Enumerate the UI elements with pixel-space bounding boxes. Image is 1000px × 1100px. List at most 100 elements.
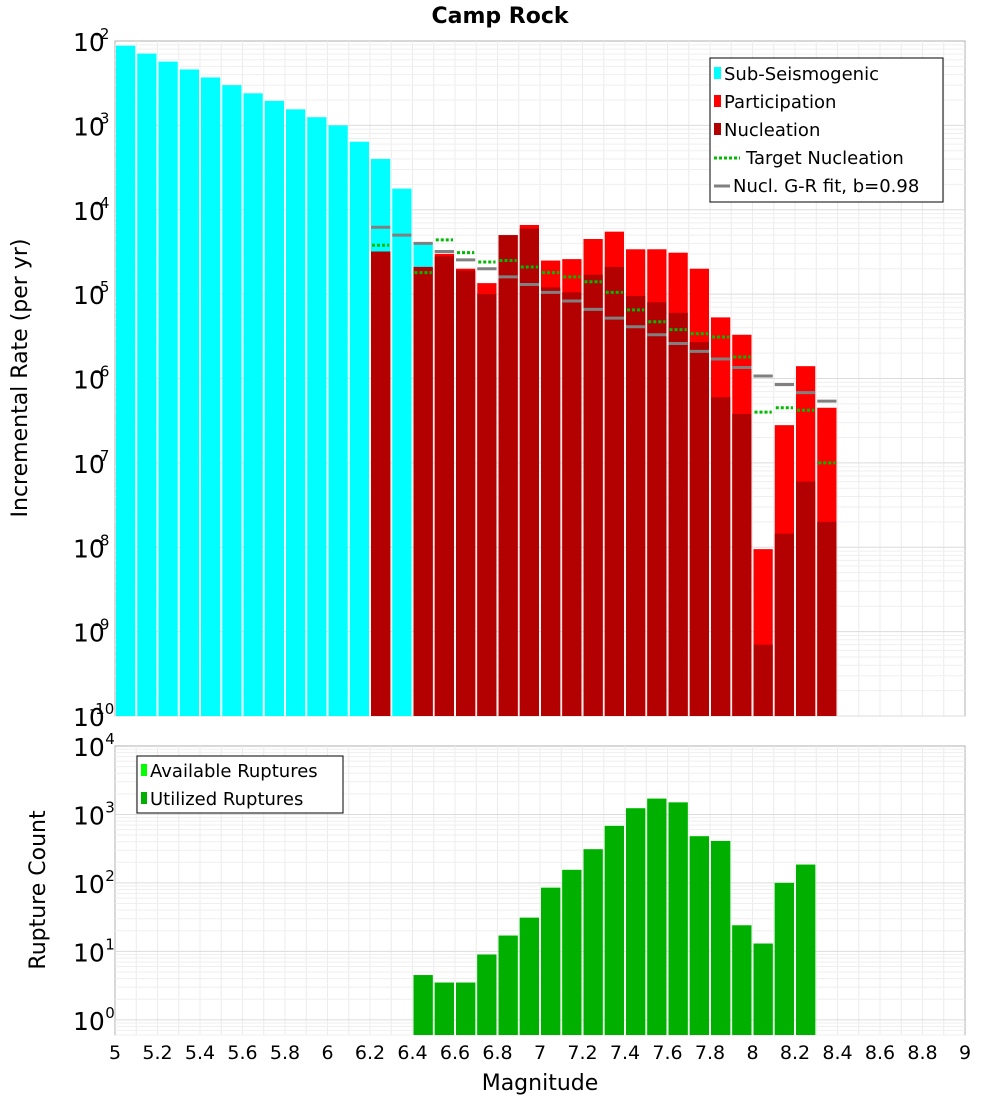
legend-label-available: Available Ruptures bbox=[150, 761, 318, 782]
nucleation-bar bbox=[626, 296, 646, 716]
x-tick-label: 6 bbox=[321, 1042, 333, 1064]
nucleation-bar bbox=[668, 312, 688, 716]
nucleation-bar bbox=[647, 302, 667, 716]
x-tick-label: 8 bbox=[746, 1042, 758, 1064]
x-tick-label: 5.2 bbox=[142, 1042, 172, 1064]
utilized-ruptures-bar bbox=[689, 836, 709, 1035]
nucleation-bar bbox=[413, 266, 433, 716]
count-y-tick-label: 10 bbox=[73, 870, 105, 899]
legend-label-utilized: Utilized Ruptures bbox=[150, 789, 303, 810]
count-y-tick-exponent: 3 bbox=[105, 798, 115, 816]
rate-y-tick-label: 10 bbox=[73, 197, 105, 226]
rate-legend-box bbox=[709, 57, 944, 203]
utilized-ruptures-bar bbox=[668, 802, 688, 1035]
rate-bars bbox=[116, 45, 837, 717]
rate-y-tick-label: 10 bbox=[73, 366, 105, 395]
x-tick-label: 8.4 bbox=[822, 1042, 852, 1064]
rate-y-tick-exponent: -2 bbox=[95, 25, 110, 43]
nucleation-bar bbox=[689, 342, 709, 716]
count-y-tick-exponent: 2 bbox=[105, 867, 115, 885]
nucleation-bar bbox=[371, 251, 391, 716]
utilized-ruptures-bar bbox=[796, 864, 816, 1035]
x-tick-label: 5.6 bbox=[227, 1042, 257, 1064]
sub-seismogenic-bar bbox=[137, 53, 157, 717]
count-y-tick-label: 10 bbox=[73, 938, 105, 967]
rate-y-tick-exponent: -10 bbox=[90, 700, 115, 718]
rate-y-tick-label: 10 bbox=[73, 619, 105, 648]
x-tick-label: 7.8 bbox=[695, 1042, 725, 1064]
x-tick-label: 9 bbox=[959, 1042, 971, 1064]
nucleation-bar bbox=[477, 294, 497, 716]
utilized-ruptures-bar bbox=[583, 849, 603, 1035]
utilized-ruptures-bar bbox=[434, 982, 454, 1035]
sub-seismogenic-bar bbox=[201, 77, 221, 716]
x-tick-label: 7.6 bbox=[652, 1042, 682, 1064]
x-tick-label: 8.2 bbox=[780, 1042, 810, 1064]
count-y-tick-exponent: 4 bbox=[105, 730, 115, 748]
nucleation-bar bbox=[519, 228, 539, 716]
rate-legend: Sub-Seismogenic Participation Nucleation… bbox=[709, 57, 944, 203]
utilized-ruptures-bar bbox=[562, 869, 582, 1035]
rate-y-axis-label: Incremental Rate (per yr) bbox=[8, 239, 33, 518]
x-tick-label: 7.2 bbox=[567, 1042, 597, 1064]
rate-y-tick-label: 10 bbox=[73, 28, 105, 57]
rate-y-tick-label: 10 bbox=[73, 534, 105, 563]
legend-label-sub-seismogenic: Sub-Seismogenic bbox=[724, 64, 879, 85]
x-tick-label: 8.6 bbox=[865, 1042, 895, 1064]
x-tick-label: 6.6 bbox=[440, 1042, 470, 1064]
sub-seismogenic-bar bbox=[349, 141, 369, 716]
legend-label-target-nucleation: Target Nucleation bbox=[745, 148, 904, 169]
legend-swatch-available bbox=[141, 764, 147, 776]
sub-seismogenic-bar bbox=[243, 93, 263, 716]
utilized-ruptures-bar bbox=[477, 954, 497, 1035]
rate-line-markers bbox=[371, 225, 837, 465]
nucleation-bar bbox=[604, 266, 624, 716]
legend-label-gr-fit: Nucl. G-R fit, b=0.98 bbox=[733, 176, 919, 197]
x-tick-label: 5.8 bbox=[270, 1042, 300, 1064]
count-y-tick-label: 10 bbox=[73, 733, 105, 762]
utilized-ruptures-bar bbox=[647, 798, 667, 1035]
nucleation-bar bbox=[456, 270, 476, 716]
nucleation-bar bbox=[753, 644, 773, 716]
count-y-tick-label: 10 bbox=[73, 801, 105, 830]
x-tick-label: 8.8 bbox=[907, 1042, 937, 1064]
nucleation-bar bbox=[711, 397, 731, 716]
sub-seismogenic-bar bbox=[307, 117, 327, 716]
sub-seismogenic-bar bbox=[179, 69, 199, 716]
x-axis-label: Magnitude bbox=[482, 1071, 599, 1096]
count-y-tick-exponent: 0 bbox=[105, 1004, 115, 1022]
legend-label-nucleation: Nucleation bbox=[724, 120, 820, 141]
legend-label-participation: Participation bbox=[724, 92, 836, 113]
x-tick-label: 7 bbox=[534, 1042, 546, 1064]
count-legend: Available Ruptures Utilized Ruptures bbox=[136, 755, 344, 814]
sub-seismogenic-bar bbox=[286, 109, 306, 716]
x-tick-label: 6.2 bbox=[355, 1042, 385, 1064]
rate-y-tick-exponent: -6 bbox=[95, 363, 110, 381]
utilized-ruptures-bar bbox=[541, 887, 561, 1035]
rate-y-tick-label: 10 bbox=[73, 703, 105, 732]
nucleation-bar bbox=[796, 481, 816, 716]
utilized-ruptures-bar bbox=[498, 935, 518, 1035]
count-legend-box bbox=[136, 755, 344, 814]
rate-y-tick-label: 10 bbox=[73, 281, 105, 310]
rate-y-tick-exponent: -9 bbox=[95, 616, 110, 634]
x-tick-label: 5.4 bbox=[185, 1042, 215, 1064]
rate-y-tick-label: 10 bbox=[73, 450, 105, 479]
nucleation-bar bbox=[774, 533, 794, 716]
legend-swatch-sub-seismogenic bbox=[714, 67, 721, 79]
x-tick-label: 6.8 bbox=[482, 1042, 512, 1064]
sub-seismogenic-bar bbox=[222, 85, 242, 716]
legend-swatch-participation bbox=[714, 95, 721, 107]
count-y-axis-label: Rupture Count bbox=[26, 810, 51, 970]
count-y-tick-label: 10 bbox=[73, 1007, 105, 1036]
x-tick-label: 7.4 bbox=[610, 1042, 640, 1064]
sub-seismogenic-bar bbox=[116, 45, 136, 717]
utilized-ruptures-bar bbox=[711, 840, 731, 1035]
x-tick-label: 5 bbox=[109, 1042, 121, 1064]
sub-seismogenic-bar bbox=[264, 100, 284, 717]
chart-title: Camp Rock bbox=[431, 4, 569, 29]
nucleation-bar bbox=[434, 256, 454, 716]
